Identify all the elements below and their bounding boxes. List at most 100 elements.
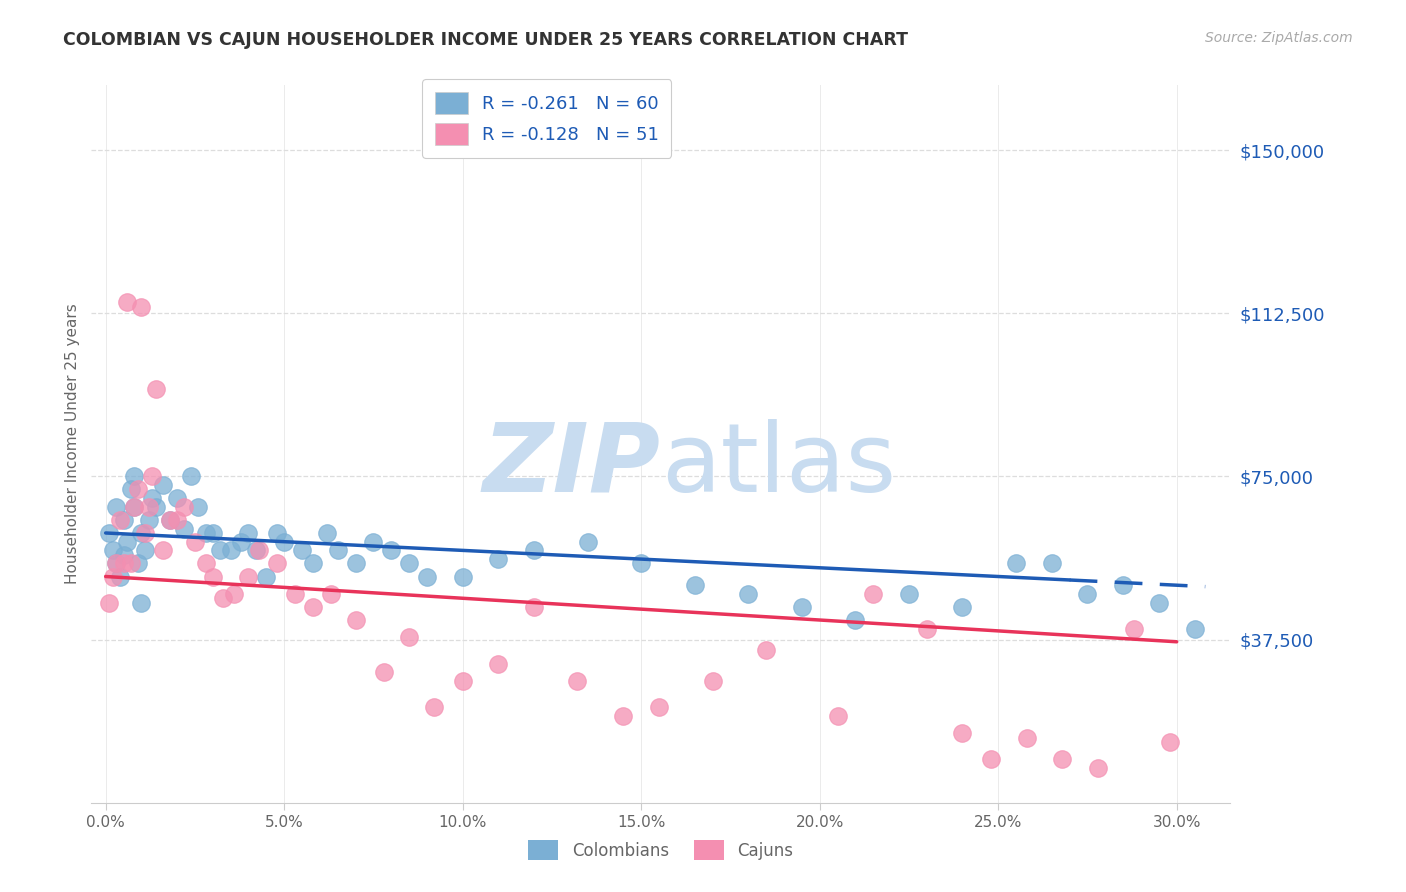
Point <box>98 526 121 541</box>
Point <box>108 513 131 527</box>
Point <box>897 587 920 601</box>
Point <box>224 587 246 601</box>
Point <box>141 491 163 505</box>
Point <box>301 599 323 614</box>
Point <box>576 534 599 549</box>
Point <box>380 543 402 558</box>
Point <box>737 587 759 601</box>
Point <box>105 500 128 514</box>
Text: ZIP: ZIP <box>482 419 661 512</box>
Point <box>131 596 153 610</box>
Point <box>122 500 145 514</box>
Legend: Colombians, Cajuns: Colombians, Cajuns <box>522 834 800 866</box>
Point <box>122 469 145 483</box>
Point <box>127 483 149 497</box>
Point <box>648 700 671 714</box>
Point <box>416 569 439 583</box>
Point <box>122 500 145 514</box>
Point <box>1005 557 1028 571</box>
Text: Source: ZipAtlas.com: Source: ZipAtlas.com <box>1205 31 1353 45</box>
Text: COLOMBIAN VS CAJUN HOUSEHOLDER INCOME UNDER 25 YEARS CORRELATION CHART: COLOMBIAN VS CAJUN HOUSEHOLDER INCOME UN… <box>63 31 908 49</box>
Point <box>134 526 156 541</box>
Point <box>98 596 121 610</box>
Point <box>702 673 724 688</box>
Point <box>1015 731 1038 745</box>
Point <box>398 631 420 645</box>
Point <box>194 526 217 541</box>
Point <box>238 569 260 583</box>
Point <box>219 543 242 558</box>
Point <box>238 526 260 541</box>
Point <box>398 557 420 571</box>
Point <box>212 591 235 606</box>
Point <box>266 557 288 571</box>
Point <box>827 708 849 723</box>
Point <box>316 526 339 541</box>
Point <box>115 295 138 310</box>
Point <box>112 548 135 562</box>
Point <box>565 673 588 688</box>
Point <box>145 500 167 514</box>
Point <box>451 569 474 583</box>
Point <box>630 557 652 571</box>
Point <box>108 569 131 583</box>
Point <box>1040 557 1063 571</box>
Point <box>952 726 974 740</box>
Point <box>152 478 174 492</box>
Point <box>1184 622 1206 636</box>
Point <box>152 543 174 558</box>
Point <box>486 657 509 671</box>
Point <box>1122 622 1144 636</box>
Point <box>862 587 884 601</box>
Point <box>612 708 634 723</box>
Point <box>166 513 188 527</box>
Point <box>173 500 195 514</box>
Point <box>1159 735 1181 749</box>
Point <box>173 522 195 536</box>
Point <box>291 543 314 558</box>
Point <box>127 557 149 571</box>
Point <box>159 513 181 527</box>
Point <box>247 543 270 558</box>
Point <box>120 483 142 497</box>
Point <box>363 534 385 549</box>
Point <box>194 557 217 571</box>
Point <box>1087 761 1109 775</box>
Point <box>523 599 546 614</box>
Point <box>105 557 128 571</box>
Point <box>138 500 160 514</box>
Point <box>112 513 135 527</box>
Point <box>451 673 474 688</box>
Point <box>486 552 509 566</box>
Point <box>120 557 142 571</box>
Point <box>844 613 866 627</box>
Point <box>1052 752 1074 766</box>
Point <box>138 513 160 527</box>
Point <box>683 578 706 592</box>
Point <box>373 665 395 680</box>
Point <box>112 557 135 571</box>
Point <box>145 383 167 397</box>
Point <box>115 534 138 549</box>
Point <box>952 599 974 614</box>
Point <box>344 557 367 571</box>
Point <box>180 469 202 483</box>
Point <box>1112 578 1135 592</box>
Point <box>208 543 231 558</box>
Point <box>266 526 288 541</box>
Point <box>344 613 367 627</box>
Point <box>201 569 224 583</box>
Point <box>273 534 295 549</box>
Y-axis label: Householder Income Under 25 years: Householder Income Under 25 years <box>65 303 80 584</box>
Point <box>319 587 342 601</box>
Point <box>131 526 153 541</box>
Point <box>755 643 778 657</box>
Point <box>284 587 307 601</box>
Point <box>301 557 323 571</box>
Point <box>105 557 128 571</box>
Point <box>254 569 277 583</box>
Point <box>184 534 207 549</box>
Point <box>790 599 813 614</box>
Point <box>201 526 224 541</box>
Point <box>131 300 153 314</box>
